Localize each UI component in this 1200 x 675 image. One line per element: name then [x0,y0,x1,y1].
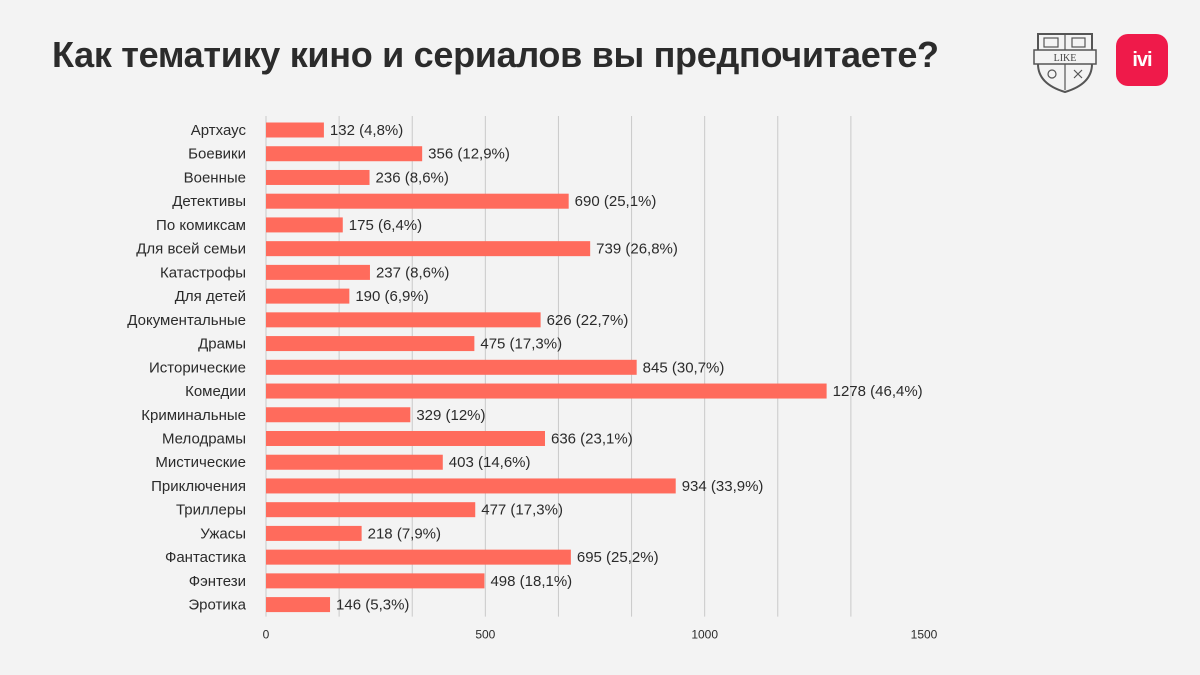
bar [266,359,637,375]
data-label: 475 (17,3%) [480,336,562,353]
bar [266,169,370,185]
category-label: Драмы [198,336,246,353]
like-icon-top-right [1071,37,1086,48]
category-label: Мелодрамы [162,430,246,447]
data-label: 498 (18,1%) [490,573,572,590]
data-label: 845 (30,7%) [643,359,725,376]
bar [266,525,362,541]
bar [266,193,569,209]
bar [266,264,370,280]
category-label: Приключения [151,478,246,495]
bar [266,549,571,565]
like-logo-text: LIKE [1054,53,1077,64]
data-label: 626 (22,7%) [547,312,629,329]
x-tick-label: 0 [263,628,270,642]
category-label: Военные [184,169,246,186]
category-label: Эротика [188,597,246,614]
bar [266,217,343,233]
category-label: Для всей семьи [136,241,246,258]
category-label: Документальные [127,312,246,329]
bar [266,478,676,494]
category-label: Ужасы [200,525,246,542]
bar [266,122,324,138]
bar [266,430,545,446]
data-label: 934 (33,9%) [682,478,764,495]
category-label: Фантастика [165,549,247,566]
bar [266,146,423,162]
data-label: 636 (23,1%) [551,430,633,447]
bar [266,502,476,518]
category-label: По комиксам [156,217,246,234]
like-icon-top-left [1043,37,1059,48]
data-label: 132 (4,8%) [330,122,403,139]
data-label: 237 (8,6%) [376,264,449,281]
category-label: Артхаус [191,122,247,139]
data-label: 218 (7,9%) [368,525,441,542]
data-label: 1278 (46,4%) [833,383,923,400]
chart-title: Как тематику кино и сериалов вы предпочи… [52,34,939,75]
x-tick-label: 500 [475,628,495,642]
bar [266,336,475,352]
bar [266,407,411,423]
bar [266,454,443,470]
data-label: 477 (17,3%) [481,502,563,519]
x-tick-label: 1500 [911,628,938,642]
bar [266,241,591,257]
data-label: 329 (12%) [416,407,485,424]
data-label: 190 (6,9%) [355,288,428,305]
data-label: 175 (6,4%) [349,217,422,234]
like-banner [1033,49,1097,65]
data-label: 146 (5,3%) [336,597,409,614]
labels: Артхаус 132 (4,8%) Боевики 356 (12,9%) Военн… [127,122,937,642]
category-label: Триллеры [176,502,246,519]
like-icon-bottom-right [1073,69,1083,79]
category-label: Детективы [172,193,246,210]
category-label: Боевики [188,146,246,163]
bar [266,597,331,613]
data-label: 739 (26,8%) [596,241,678,258]
bar [266,573,485,589]
bar [266,312,541,328]
x-tick-label: 1000 [691,628,718,642]
data-label: 690 (25,1%) [575,193,657,210]
bar [266,288,350,304]
data-label: 356 (12,9%) [428,146,510,163]
category-label: Мистические [155,454,246,471]
bars [266,122,827,613]
category-label: Катастрофы [160,264,246,281]
ivi-logo-text: ivi [1132,48,1152,71]
data-label: 236 (8,6%) [376,169,449,186]
ivi-logo: ivi [1116,34,1168,86]
category-label: Для детей [175,288,246,305]
data-label: 403 (14,6%) [449,454,531,471]
category-label: Исторические [149,359,246,376]
bar [266,383,827,399]
category-label: Фэнтези [189,573,246,590]
like-logo: LIKE [1033,33,1097,94]
category-label: Криминальные [141,407,246,424]
data-label: 695 (25,2%) [577,549,659,566]
like-icon-bottom-left [1047,69,1057,79]
category-label: Комедии [185,383,246,400]
